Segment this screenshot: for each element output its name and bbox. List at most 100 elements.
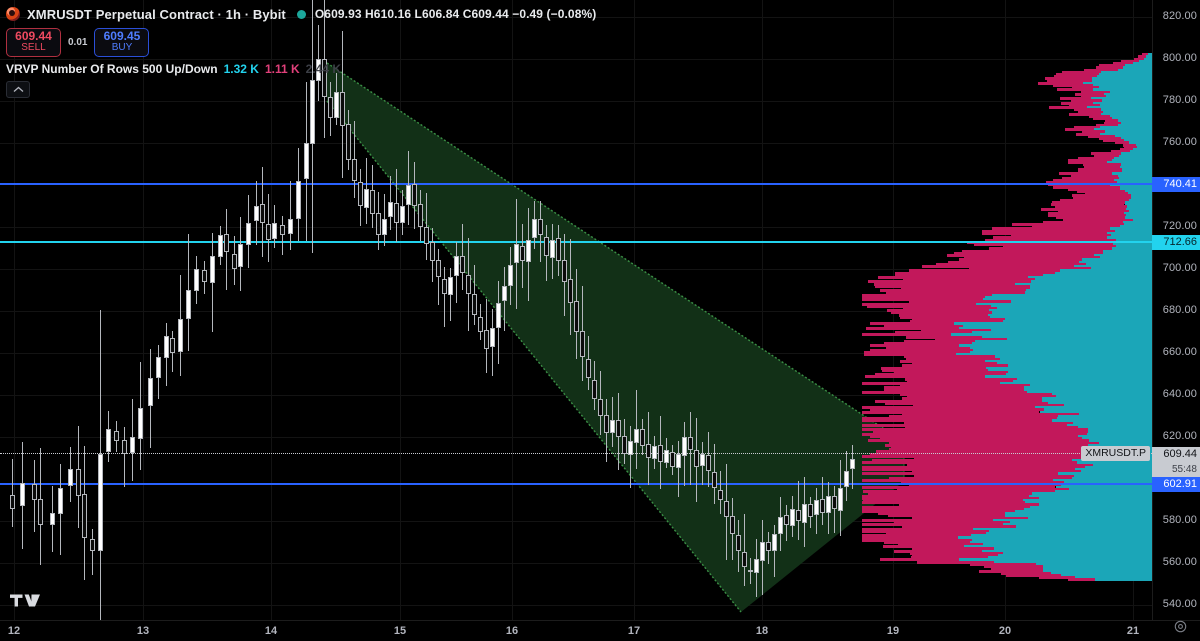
candle-body [418, 204, 423, 227]
countdown-label[interactable]: 55:48 [1152, 462, 1200, 477]
candle-body [622, 436, 627, 454]
buy-button[interactable]: 609.45 BUY [94, 27, 150, 57]
volume-profile-row [862, 381, 1152, 385]
volume-profile-row [899, 313, 1152, 317]
candle-body [586, 359, 591, 379]
symbol-row[interactable]: XMRUSDT Perpetual Contract · 1h · Bybit … [6, 4, 596, 24]
volume-up-segment [1092, 84, 1152, 88]
volume-down-segment [894, 370, 1009, 374]
volume-down-segment [935, 262, 1086, 266]
volume-down-segment [1063, 218, 1134, 222]
volume-down-segment [894, 273, 1044, 277]
volume-down-segment [905, 335, 982, 339]
candle-wick [678, 441, 679, 497]
order-line-label[interactable]: 602.91 [1152, 477, 1200, 492]
volume-profile-row [1078, 110, 1152, 114]
volume-down-segment [875, 284, 1030, 288]
volume-up-segment [1100, 112, 1152, 116]
volume-down-segment [1032, 225, 1121, 229]
volume-profile-row [1088, 134, 1152, 138]
volume-down-segment [1055, 73, 1099, 76]
candle-body [550, 239, 555, 259]
volume-up-segment [1123, 220, 1152, 224]
volume-down-segment [916, 560, 995, 564]
candle-body [520, 245, 525, 261]
price-scale[interactable]: 820.00 800.00 780.00 760.00 720.00 700.00 680.… [1152, 0, 1200, 620]
volume-profile-vrvp[interactable] [862, 0, 1152, 620]
volume-up-segment [1124, 203, 1152, 207]
volume-down-segment [862, 496, 1040, 500]
volume-profile-row [900, 481, 1152, 485]
volume-profile-row [904, 426, 1152, 430]
indicator-title[interactable]: VRVP Number Of Rows 500 Up/Down [6, 61, 218, 76]
volume-down-segment [914, 456, 1106, 460]
volume-profile-row [862, 507, 1152, 511]
volume-down-segment [912, 554, 998, 558]
volume-up-segment [1063, 481, 1152, 485]
candle-body [652, 445, 657, 460]
candle-body [178, 319, 183, 353]
volume-up-segment [1115, 134, 1152, 138]
volume-profile-row [1002, 245, 1152, 249]
volume-up-segment [1092, 77, 1152, 81]
volume-profile-row [984, 565, 1152, 569]
candle-body [352, 158, 357, 181]
volume-profile-row [911, 556, 1152, 560]
price-tick: 720.00 [1162, 219, 1197, 232]
volume-up-segment [982, 549, 1152, 553]
volume-profile-row [866, 326, 1152, 330]
volume-profile-row [899, 384, 1152, 388]
last-price-label[interactable]: 609.44 [1152, 447, 1200, 462]
support-line-label[interactable]: 712.66 [1152, 234, 1200, 250]
volume-down-segment [1073, 125, 1101, 129]
volume-down-segment [1042, 220, 1124, 224]
volume-down-segment [1002, 245, 1117, 249]
volume-down-segment [1053, 84, 1093, 88]
volume-up-segment [1113, 156, 1152, 160]
volume-up-segment [994, 355, 1152, 359]
volume-down-segment [1067, 578, 1095, 582]
chevron-up-icon[interactable] [6, 81, 30, 98]
volume-up-segment [1023, 507, 1152, 511]
volume-down-segment [1012, 223, 1125, 227]
volume-profile-row [1048, 214, 1152, 218]
bybit-coin-icon [6, 7, 20, 21]
volume-up-segment [1069, 487, 1152, 491]
volume-profile-row [897, 543, 1152, 547]
resistance-line-label[interactable]: 740.41 [1152, 176, 1200, 192]
order-quantity[interactable]: 0.01 [68, 36, 88, 48]
volume-down-segment [880, 558, 960, 562]
volume-down-segment [900, 287, 1030, 291]
tradingview-logo[interactable] [10, 592, 40, 614]
volume-profile-row [881, 366, 1152, 370]
volume-up-segment [1024, 291, 1152, 295]
volume-up-segment [1131, 196, 1152, 200]
symbol-title[interactable]: XMRUSDT Perpetual Contract · 1h · Bybit [27, 6, 286, 22]
volume-down-segment [883, 388, 1024, 392]
volume-profile-row [862, 423, 1152, 427]
candle-body [484, 329, 489, 349]
volume-profile-row [875, 284, 1152, 288]
volume-profile-row [894, 370, 1152, 374]
symbol-price-tag[interactable]: XMRUSDT.P [1081, 446, 1150, 461]
indicator-legend[interactable]: VRVP Number Of Rows 500 Up/Down 1.32 K 1… [6, 61, 596, 76]
time-scale[interactable]: 12 13 14 15 16 17 18 19 20 21 [0, 620, 1200, 641]
volume-up-segment [984, 375, 1152, 379]
volume-up-segment [1120, 152, 1152, 156]
sell-button[interactable]: 609.44 SELL [6, 27, 61, 57]
trade-buttons[interactable]: 609.44 SELL 0.01 609.45 BUY [6, 27, 596, 57]
volume-down-segment [866, 304, 992, 308]
volume-up-segment [1120, 187, 1152, 191]
volume-profile-row [1061, 70, 1152, 74]
volume-down-segment [885, 443, 1088, 447]
volume-down-segment [862, 523, 1004, 527]
volume-up-segment [1054, 271, 1152, 275]
volume-up-segment [1093, 88, 1152, 92]
volume-down-segment [1104, 119, 1119, 123]
volume-up-segment [1106, 231, 1152, 235]
volume-profile-row [1045, 181, 1152, 185]
volume-up-segment [1126, 207, 1152, 211]
volume-profile-row [901, 525, 1152, 529]
axis-settings-icon[interactable] [1174, 620, 1187, 638]
